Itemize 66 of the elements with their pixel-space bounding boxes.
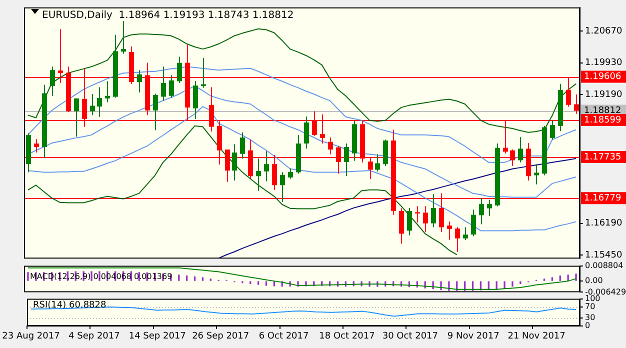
y-tick-label: 30	[585, 312, 596, 322]
candlestick	[50, 66, 55, 96]
candlestick	[447, 221, 452, 240]
x-tick-label: 9 Nov 2017	[447, 332, 500, 342]
y-tick-label: 1.19930	[585, 58, 622, 68]
candlestick	[550, 120, 555, 140]
candlestick	[288, 168, 293, 180]
y-tick-label: 0	[585, 321, 590, 330]
candlestick	[344, 143, 349, 177]
candlestick	[280, 172, 285, 202]
candlestick	[240, 132, 245, 160]
y-tick-label: 1.16190	[585, 218, 622, 229]
y-tick-label: 1.19190	[585, 90, 622, 100]
candlestick	[169, 74, 174, 98]
candlestick	[74, 98, 79, 138]
ref-line-label: 1.17735	[584, 152, 622, 162]
x-tick-label: 18 Oct 2017	[319, 332, 375, 342]
candlestick	[487, 199, 492, 217]
x-tick-label: 4 Sep 2017	[68, 332, 120, 342]
candlestick	[463, 226, 468, 241]
candlestick	[193, 80, 198, 120]
candlestick	[471, 209, 476, 237]
candlestick	[399, 208, 404, 244]
candlestick	[423, 206, 428, 232]
candlestick	[375, 154, 380, 172]
candlestick	[264, 150, 269, 182]
candlestick	[232, 144, 237, 181]
y-tick-label: 0.00	[585, 276, 603, 286]
x-tick-label: 30 Oct 2017	[382, 332, 438, 342]
candlestick	[97, 86, 102, 118]
y-tick-label: 100	[585, 294, 600, 303]
candlestick	[105, 80, 110, 103]
candlestick	[407, 207, 412, 236]
ref-line-label: 1.18599	[584, 115, 622, 126]
candlestick	[455, 226, 460, 252]
y-tick-label: 70	[585, 302, 596, 312]
x-tick-label: 23 Aug 2017	[2, 332, 60, 342]
x-tick-label: 21 Nov 2017	[508, 332, 566, 342]
candlestick	[177, 56, 182, 84]
y-tick-label: 0.008804	[585, 260, 624, 270]
candlestick	[161, 66, 166, 102]
chart-title: EURUSD,Daily 1.18964 1.19193 1.18743 1.18812	[42, 10, 294, 21]
candlestick	[383, 139, 388, 166]
candlestick	[328, 137, 333, 155]
ref-line-label: 1.18812	[584, 106, 622, 116]
candlestick	[534, 164, 539, 185]
candlestick	[153, 93, 158, 131]
candlestick	[518, 136, 523, 163]
candlestick	[256, 158, 261, 192]
ref-line-label: 1.16779	[584, 193, 622, 204]
y-tick-label: 1.15450	[585, 250, 622, 261]
candlestick	[574, 94, 579, 114]
x-tick-label: 26 Sep 2017	[192, 332, 250, 342]
y-tick-label: 1.20670	[585, 26, 622, 36]
candlestick	[304, 116, 309, 150]
candlestick	[121, 20, 126, 54]
y-tick-label: -0.006429	[585, 287, 626, 296]
candlestick	[431, 194, 436, 228]
x-tick-label: 14 Sep 2017	[128, 332, 186, 342]
candlestick	[137, 70, 142, 93]
candlestick	[415, 206, 420, 224]
ref-line-label: 1.19606	[584, 72, 622, 82]
x-tick-label: 6 Oct 2017	[258, 332, 309, 342]
candlestick	[34, 138, 39, 154]
candlestick	[479, 198, 484, 225]
candlestick	[90, 94, 95, 116]
